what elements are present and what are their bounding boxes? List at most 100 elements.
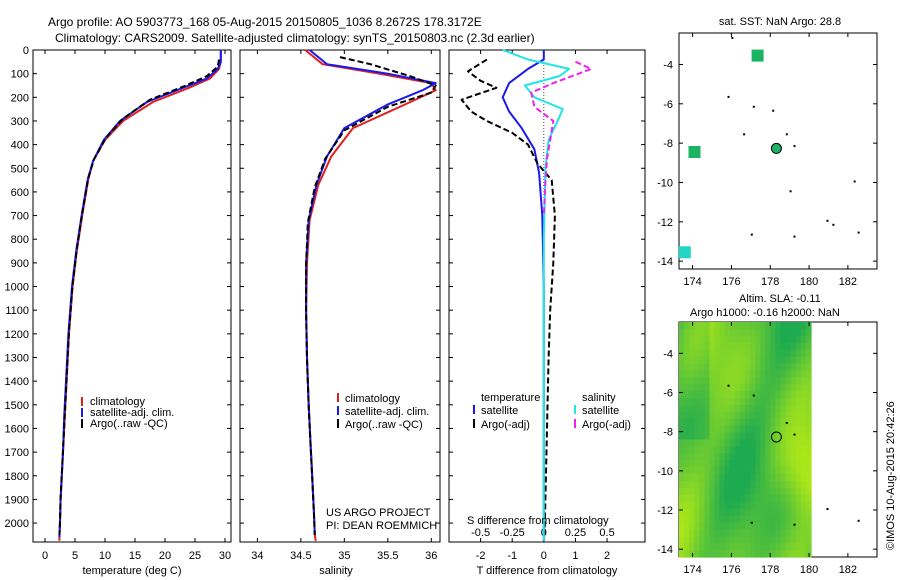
heatmap-cell [704, 411, 711, 420]
temperature-legend: climatology satellite-adj. clim. Argo(..… [81, 396, 174, 430]
heatmap-cell [709, 501, 716, 510]
heatmap-cell [704, 391, 711, 399]
heatmap-cell [795, 439, 802, 447]
heatmap-cell [699, 536, 705, 544]
heatmap-cell [734, 432, 741, 441]
heatmap-cell [684, 356, 690, 365]
heatmap-cell [694, 432, 700, 441]
heatmap-cell [694, 411, 700, 420]
heatmap-cell [729, 363, 736, 371]
heatmap-cell [684, 432, 690, 441]
heatmap-cell [805, 467, 812, 475]
heatmap-cell [775, 418, 782, 427]
heatmap-cell [694, 522, 700, 530]
heatmap-cell [790, 487, 797, 496]
heatmap-cell [765, 522, 771, 530]
heatmap-cell [729, 425, 736, 434]
heatmap-cell [739, 411, 746, 420]
heatmap-cell [800, 467, 807, 475]
heatmap-cell [750, 481, 756, 489]
heatmap-cell [785, 322, 792, 330]
heatmap-cell [689, 460, 695, 468]
heatmap-cell [684, 425, 690, 434]
heatmap-cell [770, 481, 777, 489]
legend-argo: Argo(..raw -QC) [345, 419, 423, 431]
heatmap-cell [800, 335, 807, 344]
heatmap-cell [790, 515, 797, 523]
heatmap-cell [775, 384, 782, 392]
heatmap-cell [800, 515, 807, 523]
heatmap-cell [805, 508, 812, 517]
heatmap-cell [724, 494, 731, 503]
y-tick-label: 0 [23, 45, 29, 57]
heatmap-cell [775, 391, 782, 399]
heatmap-cell [714, 474, 721, 482]
s-tick-label: -0.25 [500, 527, 525, 539]
heatmap-cell [684, 398, 690, 406]
heatmap-cell [729, 432, 736, 441]
heatmap-cell [689, 432, 695, 441]
heatmap-cell [775, 501, 782, 510]
heatmap-cell [790, 550, 797, 558]
heatmap-cell [785, 411, 792, 420]
heatmap-cell [724, 536, 731, 544]
heatmap-cell [689, 425, 695, 434]
island-dot [752, 394, 755, 397]
heatmap-cell [755, 474, 761, 482]
heatmap-cell [734, 377, 741, 385]
heatmap-cell [770, 377, 777, 385]
heatmap-cell [760, 363, 766, 371]
heatmap-cell [699, 453, 705, 461]
heatmap-cell [750, 522, 756, 530]
heatmap-cell [760, 322, 766, 330]
heatmap-cell [765, 398, 771, 406]
heatmap-cell [709, 342, 716, 351]
heatmap-cell [745, 322, 751, 330]
heatmap-cell [699, 356, 705, 365]
heatmap-cell [709, 432, 716, 441]
heatmap-cell [785, 328, 792, 337]
heatmap-cell [745, 543, 751, 551]
difference-panel: -2 -1 0 1 2-0.5 -0.25 0 0.25 0.5 S difference fr… [448, 49, 646, 577]
header-line2: Climatology: CARS2009. Satellite-adjuste… [55, 31, 535, 45]
heatmap-cell [775, 425, 782, 434]
heatmap-cell [775, 370, 782, 378]
y-tick-label: -14 [657, 256, 673, 268]
heatmap-cell [750, 494, 756, 503]
heatmap-cell [719, 487, 726, 496]
sst-map-plot: -4 -6 -8 -10 -12 -14 174 176 178 180 182 [657, 33, 877, 288]
heatmap-cell [800, 432, 807, 441]
heatmap-cell [770, 349, 777, 358]
heatmap-cell [780, 391, 787, 399]
heatmap-cell [724, 529, 731, 537]
heatmap-cell [780, 370, 787, 378]
heatmap-cell [679, 522, 685, 530]
heatmap-cell [780, 453, 787, 461]
heatmap-cell [790, 467, 797, 475]
heatmap-cell [750, 536, 756, 544]
heatmap-cell [780, 529, 787, 537]
heatmap-cell [765, 501, 771, 510]
heatmap-cell [765, 474, 771, 482]
heatmap-cell [704, 398, 711, 406]
heatmap-cell [679, 391, 685, 399]
heatmap-cell [805, 460, 812, 468]
heatmap-cell [704, 328, 711, 337]
heatmap-cell [800, 474, 807, 482]
heatmap-cell [689, 391, 695, 399]
heatmap-cell [699, 322, 705, 330]
heatmap-cell [805, 474, 812, 482]
heatmap-cell [785, 342, 792, 351]
heatmap-cell [745, 515, 751, 523]
heatmap-cell [729, 439, 736, 447]
heatmap-cell [745, 474, 751, 482]
series-line [460, 58, 556, 535]
heatmap-cell [714, 328, 721, 337]
heatmap-cell [689, 467, 695, 475]
x-tick-label: 34.5 [290, 550, 311, 562]
heatmap-cell [775, 404, 782, 413]
heatmap-cell [684, 404, 690, 413]
heatmap-cell [684, 349, 690, 358]
heatmap-cell [770, 474, 777, 482]
s-tick-label: 0.25 [565, 527, 586, 539]
